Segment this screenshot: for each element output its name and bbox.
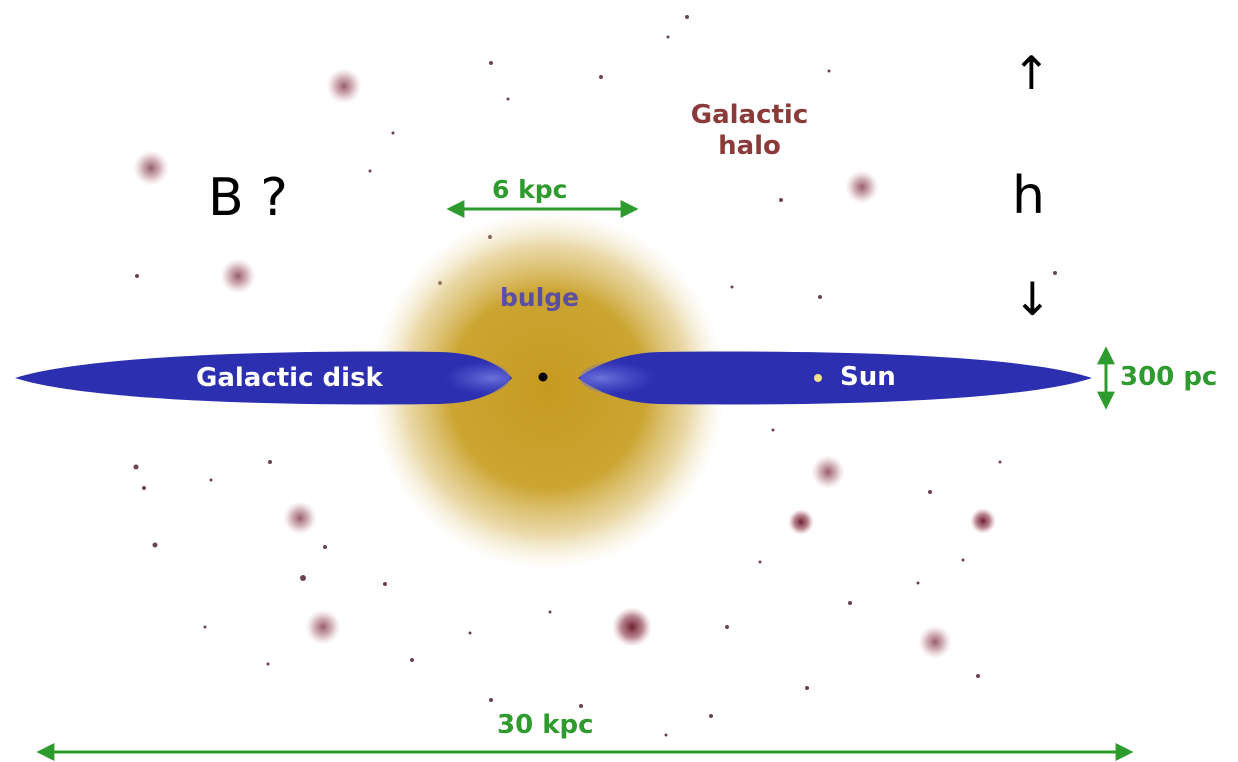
bulge-label: bulge [500, 283, 580, 312]
height-arrow-up-icon: ↑ [1012, 46, 1051, 100]
globular-cluster [845, 170, 879, 204]
galactic-disk-label: Galactic disk [196, 363, 383, 393]
globular-cluster [612, 607, 652, 647]
magnetic-field-question: B ? [208, 168, 288, 228]
disk-diameter-label: 30 kpc [497, 710, 594, 740]
disk-thickness-label: 300 pc [1120, 362, 1218, 392]
globular-cluster [305, 609, 341, 645]
globular-cluster [220, 258, 256, 294]
bulge-shape [370, 210, 726, 570]
galactic-halo-label: Galactic halo [682, 100, 817, 162]
halo-label-line2: halo [718, 131, 781, 162]
globular-cluster [283, 501, 317, 535]
galactic-disk-shape [15, 351, 1092, 405]
height-arrow-down-icon: ↓ [1013, 272, 1052, 326]
bulge-width-label: 6 kpc [492, 175, 568, 204]
halo-label-line1: Galactic [690, 100, 809, 130]
sun-dot [814, 374, 822, 382]
galactic-center-dot [538, 372, 548, 382]
globular-cluster [811, 455, 845, 489]
globular-clusters [133, 68, 996, 659]
globular-cluster [133, 150, 169, 186]
globular-cluster [788, 509, 814, 535]
sun-label: Sun [840, 362, 896, 392]
globular-cluster [970, 508, 996, 534]
globular-cluster [326, 68, 362, 104]
globular-cluster [918, 625, 952, 659]
height-label: h [1012, 166, 1045, 226]
